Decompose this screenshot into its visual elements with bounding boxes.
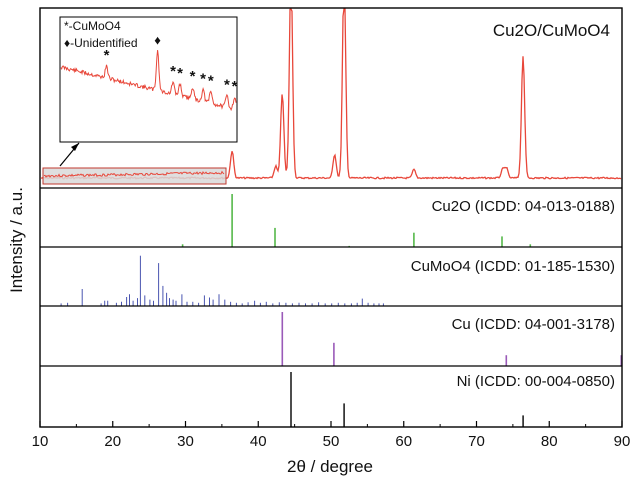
inset: *♦* * * * * * * *-CuMoO4 ♦-Unidentified: [59, 16, 238, 143]
x-axis-label: 2θ / degree: [287, 457, 373, 476]
reference-panels: [60, 194, 623, 427]
inset-legend-unidentified: ♦-Unidentified: [64, 36, 138, 50]
legend-label-unidentified: -Unidentified: [70, 36, 137, 50]
x-tick-label-3: 40: [250, 433, 267, 450]
x-tick-label-4: 50: [323, 433, 340, 450]
x-tick-label-7: 80: [541, 433, 558, 450]
ref-label-cumoo4: CuMoO4 (ICDD: 01-185-1530): [411, 258, 615, 275]
inset-frame: [59, 16, 238, 143]
main-panel: Cu2O/CuMoO4 *♦* * * * * * * *-CuMoO4 ♦-Unident…: [40, 8, 622, 185]
inset-marker-5: *: [200, 71, 206, 88]
x-tick-label-6: 70: [468, 433, 485, 450]
inset-marker-3: *: [177, 65, 183, 82]
inset-marker-2: *: [170, 63, 176, 80]
x-tick-label-5: 60: [395, 433, 412, 450]
main-panel-label: Cu2O/CuMoO4: [493, 21, 610, 40]
inset-legend-cumoo4: *-CuMoO4: [64, 19, 121, 33]
inset-spectrum-trace: [60, 49, 237, 112]
ref-label-cu2o: Cu2O (ICDD: 04-013-0188): [432, 198, 615, 215]
x-tick-label-1: 20: [104, 433, 121, 450]
inset-marker-4: *: [190, 68, 196, 85]
highlight-region: [42, 167, 227, 185]
inset-marker-1: ♦: [154, 33, 161, 48]
legend-label-cumoo4: -CuMoO4: [69, 19, 121, 33]
inset-marker-8: *: [232, 78, 238, 95]
x-axis: 10 20 30 40 50 60 70 80 90: [32, 421, 631, 450]
legend-symbol-star: *: [64, 19, 69, 33]
y-axis-label: Intensity / a.u.: [7, 187, 26, 293]
x-tick-label-8: 90: [614, 433, 631, 450]
ref-label-ni: Ni (ICDD: 00-004-0850): [457, 373, 615, 390]
ref-label-cu: Cu (ICDD: 04-001-3178): [452, 316, 615, 333]
inset-marker-0: *: [104, 47, 110, 64]
x-tick-label-2: 30: [177, 433, 194, 450]
inset-marker-6: *: [208, 72, 214, 89]
highlight-trace: [43, 170, 225, 178]
inset-marker-7: *: [224, 76, 230, 93]
legend-symbol-diamond: ♦: [64, 36, 70, 50]
inset-peak-markers: *♦* * * * * * *: [104, 33, 238, 96]
inset-pointer-arrowhead: [71, 143, 79, 151]
x-tick-label-0: 10: [32, 433, 49, 450]
